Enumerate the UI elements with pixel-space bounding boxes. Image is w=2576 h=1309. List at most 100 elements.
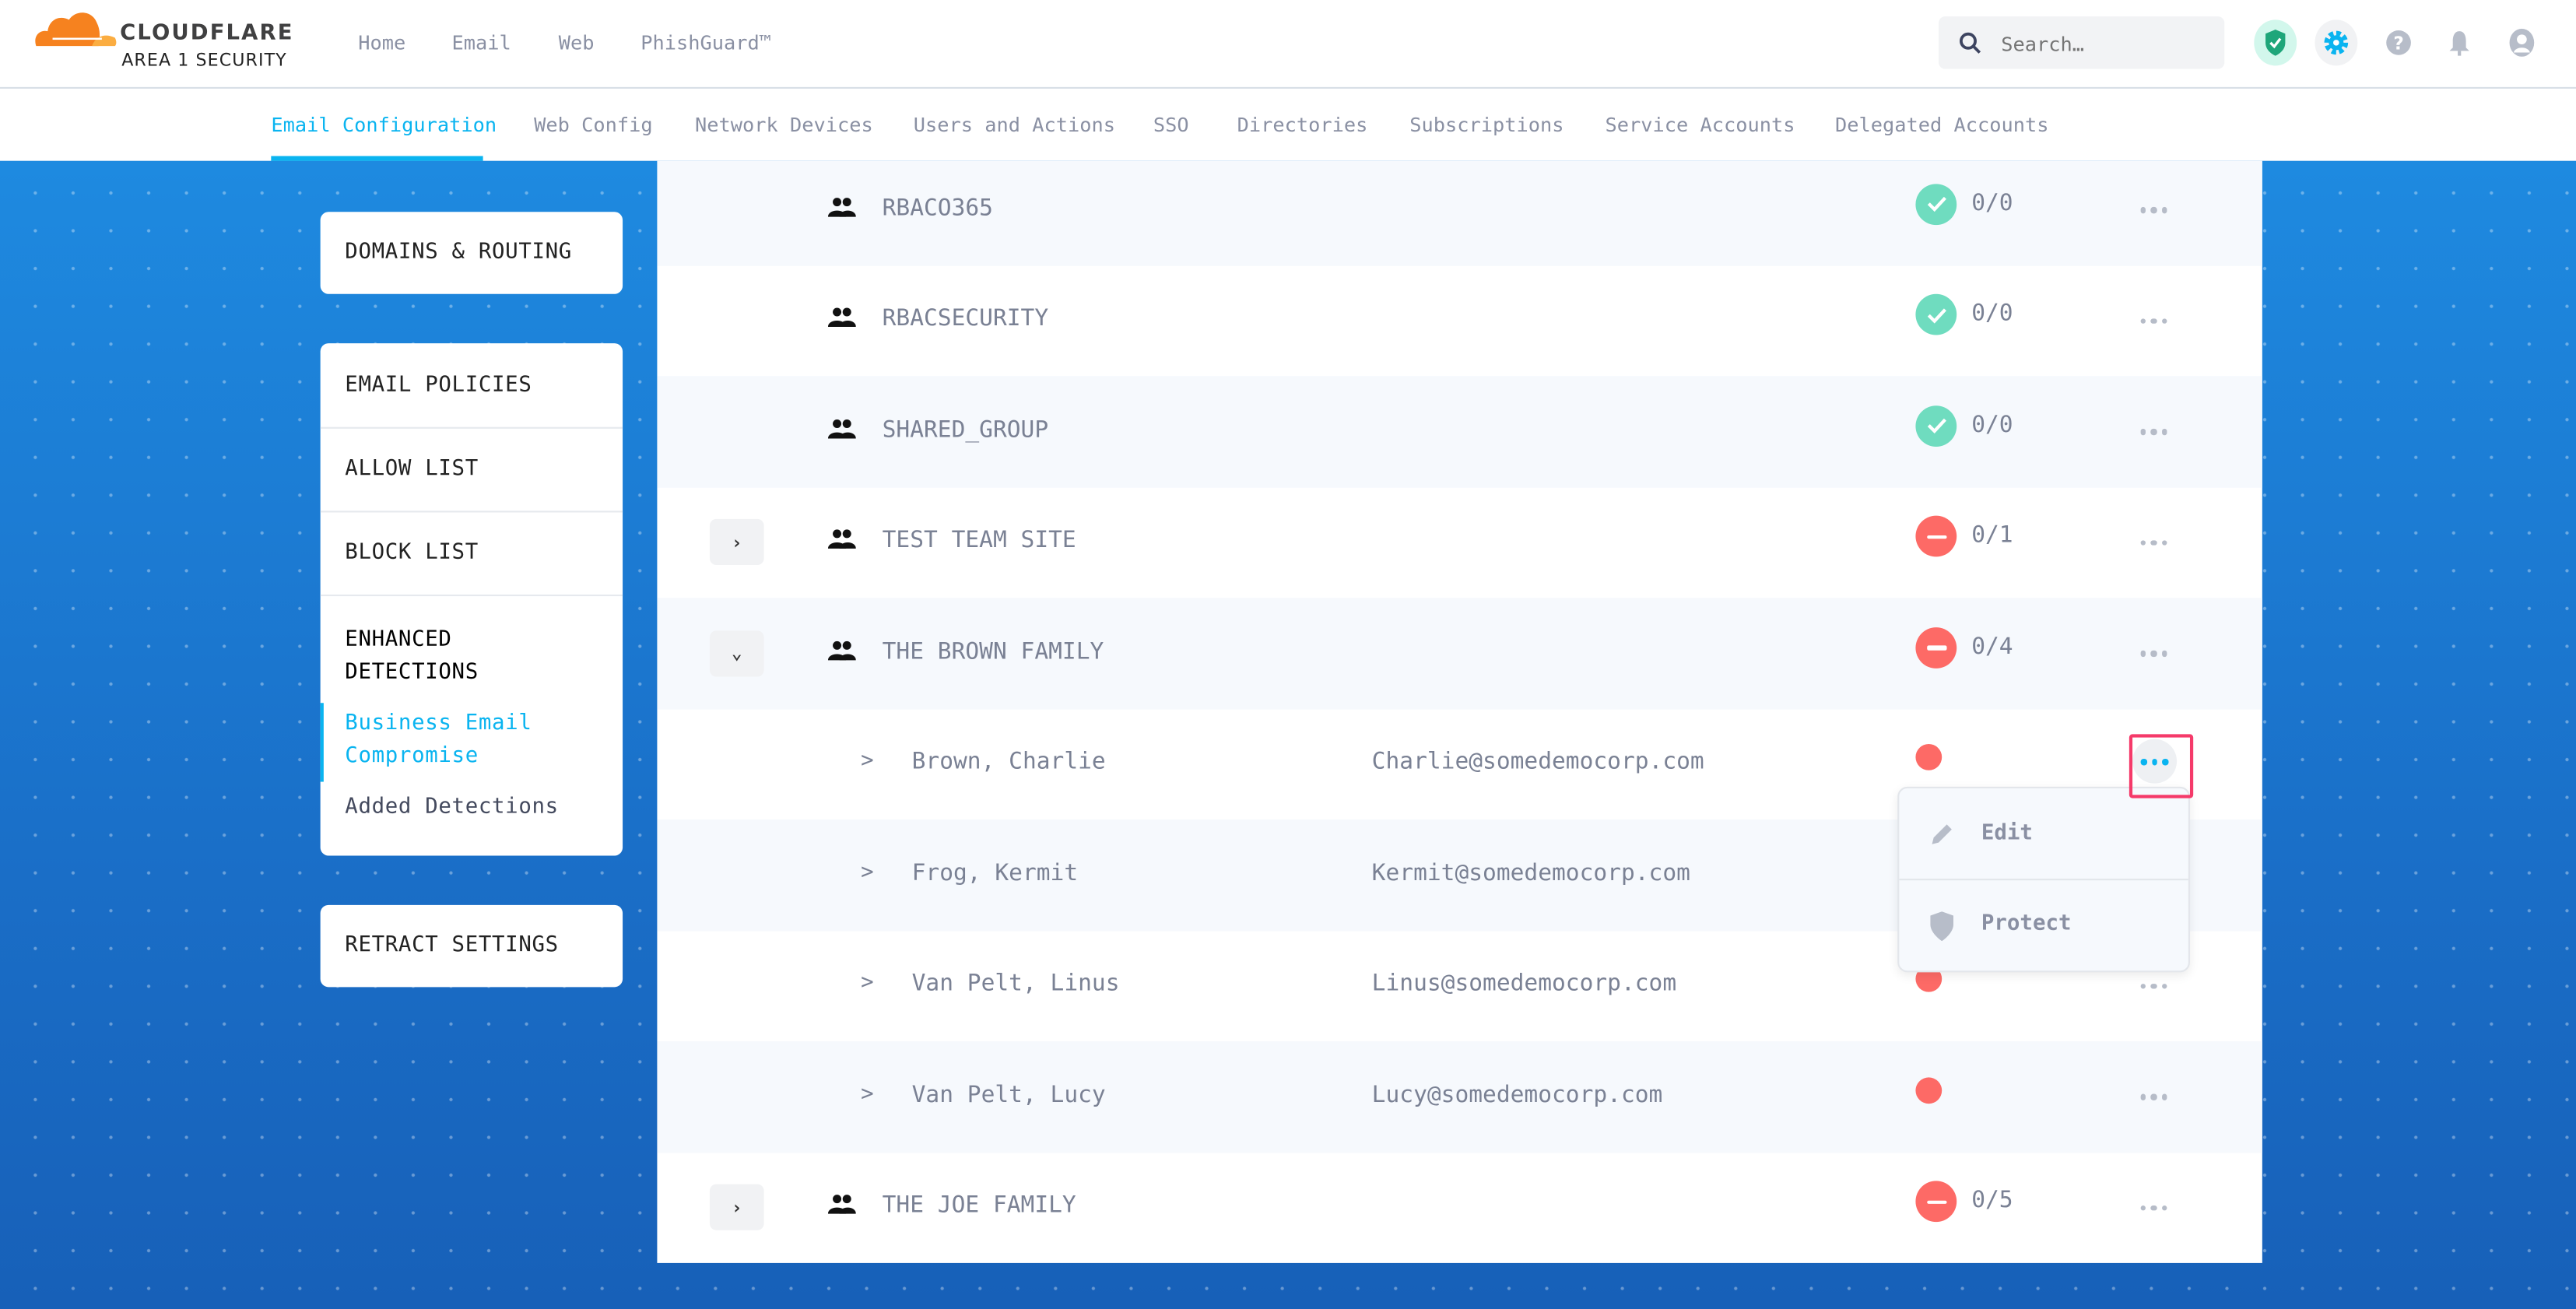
divider xyxy=(1899,879,2188,881)
group-name: TEST TEAM SITE xyxy=(882,527,1076,554)
nav-email[interactable]: Email xyxy=(451,31,511,54)
more-options-button[interactable] xyxy=(2131,419,2177,445)
top-header: CLOUDFLARE AREA 1 SECURITY Home Email We… xyxy=(0,0,2576,89)
sidebar-item-label: RETRACT SETTINGS xyxy=(345,932,559,958)
tab-subscriptions[interactable]: Subscriptions xyxy=(1409,113,1564,137)
expand-member-chevron[interactable]: > xyxy=(861,749,874,774)
sidebar-item-allow-list[interactable]: ALLOW LIST xyxy=(345,456,479,482)
group-name: RBACO365 xyxy=(882,195,993,222)
cloudflare-logo[interactable]: CLOUDFLARE AREA 1 SECURITY xyxy=(33,6,292,71)
group-icon xyxy=(827,193,856,224)
sidebar-item-label: DOMAINS & ROUTING xyxy=(345,240,572,265)
svg-text:?: ? xyxy=(2393,33,2403,54)
status-ok-icon xyxy=(1915,405,1957,447)
status-ok-icon xyxy=(1915,294,1957,336)
group-icon xyxy=(827,1191,856,1223)
group-name: RBACSECURITY xyxy=(882,306,1049,332)
member-row: > Van Pelt, Linus Linus@somedemocorp.com xyxy=(657,931,2262,1043)
group-name: THE JOE FAMILY xyxy=(882,1192,1076,1220)
tab-service-accounts[interactable]: Service Accounts xyxy=(1605,113,1795,137)
expand-button[interactable]: › xyxy=(709,519,764,566)
sidebar-item-enhanced-detections[interactable]: ENHANCED DETECTIONS xyxy=(345,627,479,686)
bell-icon xyxy=(2449,31,2469,56)
more-options-button[interactable] xyxy=(2131,640,2177,667)
search-box[interactable] xyxy=(1938,16,2225,69)
member-email: Charlie@somedemocorp.com xyxy=(1371,749,1704,776)
nav-phishguard[interactable]: PhishGuard™ xyxy=(640,31,772,54)
status-blocked-icon xyxy=(1915,1181,1957,1223)
more-options-button[interactable] xyxy=(2131,1083,2177,1110)
tab-sso[interactable]: SSO xyxy=(1153,113,1189,137)
menu-item-edit[interactable]: Edit xyxy=(1899,788,2188,879)
shield-icon xyxy=(1930,911,1953,942)
group-name: SHARED_GROUP xyxy=(882,416,1049,444)
user-menu-button[interactable] xyxy=(2502,23,2542,63)
more-options-button[interactable] xyxy=(2131,307,2177,334)
sidebar-domains-routing[interactable]: DOMAINS & ROUTING xyxy=(320,212,623,294)
tab-email-configuration[interactable]: Email Configuration xyxy=(271,113,497,137)
group-icon xyxy=(827,526,856,557)
sidebar-item-business-email-compromise[interactable]: Business Email Compromise xyxy=(345,711,532,769)
group-row: SHARED_GROUP 0/0 xyxy=(657,376,2262,488)
help-icon: ? xyxy=(2386,30,2411,55)
expand-member-chevron[interactable]: > xyxy=(861,1082,874,1107)
directory-groups-table: RBACO365 0/0 RBACSECURITY 0/0 SHARED_GROUP 0/… xyxy=(657,160,2262,1263)
menu-item-label: Protect xyxy=(1981,911,2072,936)
member-name: Van Pelt, Linus xyxy=(911,970,1120,998)
expand-button[interactable]: › xyxy=(709,1184,764,1231)
sidebar-item-email-policies[interactable]: EMAIL POLICIES xyxy=(345,373,532,398)
nav-home[interactable]: Home xyxy=(358,31,406,54)
chevron-right-icon: › xyxy=(731,532,742,553)
gear-icon xyxy=(2324,30,2349,55)
member-email: Linus@somedemocorp.com xyxy=(1371,970,1677,998)
group-row: ⌄ THE BROWN FAMILY 0/4 xyxy=(657,598,2262,710)
more-options-button-active[interactable] xyxy=(2132,739,2178,784)
brand-name: CLOUDFLARE xyxy=(120,21,294,47)
search-input[interactable] xyxy=(1997,26,2218,63)
expand-member-chevron[interactable]: > xyxy=(861,970,874,996)
more-options-button[interactable] xyxy=(2131,197,2177,223)
nav-web[interactable]: Web xyxy=(558,31,595,54)
brand-product: AREA 1 SECURITY xyxy=(121,51,287,71)
protected-count: 0/1 xyxy=(1971,522,2013,549)
more-options-button[interactable] xyxy=(2131,1195,2177,1221)
divider xyxy=(320,594,623,597)
notifications-button[interactable] xyxy=(2440,23,2479,63)
search-icon xyxy=(1960,32,1981,54)
menu-item-protect[interactable]: Protect xyxy=(1899,880,2188,970)
tab-network-devices[interactable]: Network Devices xyxy=(694,113,873,137)
member-email: Lucy@somedemocorp.com xyxy=(1371,1082,1663,1108)
member-name: Brown, Charlie xyxy=(911,749,1106,776)
more-options-button[interactable] xyxy=(2131,529,2177,556)
protected-count: 0/5 xyxy=(1971,1188,2013,1215)
status-blocked-icon xyxy=(1915,626,1957,669)
group-row: RBACO365 0/0 xyxy=(657,160,2262,266)
settings-button[interactable] xyxy=(2315,19,2358,66)
group-row: RBACSECURITY 0/0 xyxy=(657,265,2262,377)
tab-delegated-accounts[interactable]: Delegated Accounts xyxy=(1834,113,2049,137)
pencil-icon xyxy=(1932,824,1952,844)
divider xyxy=(320,511,623,513)
collapse-button[interactable]: ⌄ xyxy=(709,630,764,676)
expand-member-chevron[interactable]: > xyxy=(861,860,874,885)
sidebar-retract-settings[interactable]: RETRACT SETTINGS xyxy=(320,904,623,988)
member-row: > Van Pelt, Lucy Lucy@somedemocorp.com xyxy=(657,1041,2262,1153)
member-name: Frog, Kermit xyxy=(911,860,1079,887)
status-ok-icon xyxy=(1915,183,1957,225)
security-status-button[interactable] xyxy=(2254,19,2297,66)
group-name: THE BROWN FAMILY xyxy=(882,638,1104,665)
shield-check-icon xyxy=(2265,29,2286,56)
tab-users-and-actions[interactable]: Users and Actions xyxy=(913,113,1116,137)
tab-directories[interactable]: Directories xyxy=(1237,113,1368,137)
protected-count: 0/0 xyxy=(1971,300,2013,328)
more-options-button[interactable] xyxy=(2131,973,2177,999)
group-row: › THE JOE FAMILY 0/5 xyxy=(657,1152,2262,1262)
sidebar-item-added-detections[interactable]: Added Detections xyxy=(345,795,559,820)
highlight-annotation xyxy=(2129,734,2194,798)
row-context-menu: Edit Protect xyxy=(1897,786,2190,973)
sidebar-item-block-list[interactable]: BLOCK LIST xyxy=(345,540,479,565)
help-button[interactable]: ? xyxy=(2379,23,2419,63)
divider xyxy=(320,426,623,429)
tab-web-config[interactable]: Web Config xyxy=(534,113,653,137)
active-item-indicator xyxy=(320,703,324,782)
